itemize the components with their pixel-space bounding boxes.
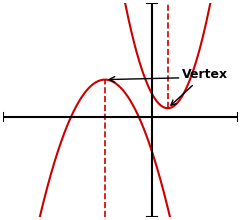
- Text: Vertex: Vertex: [171, 68, 227, 105]
